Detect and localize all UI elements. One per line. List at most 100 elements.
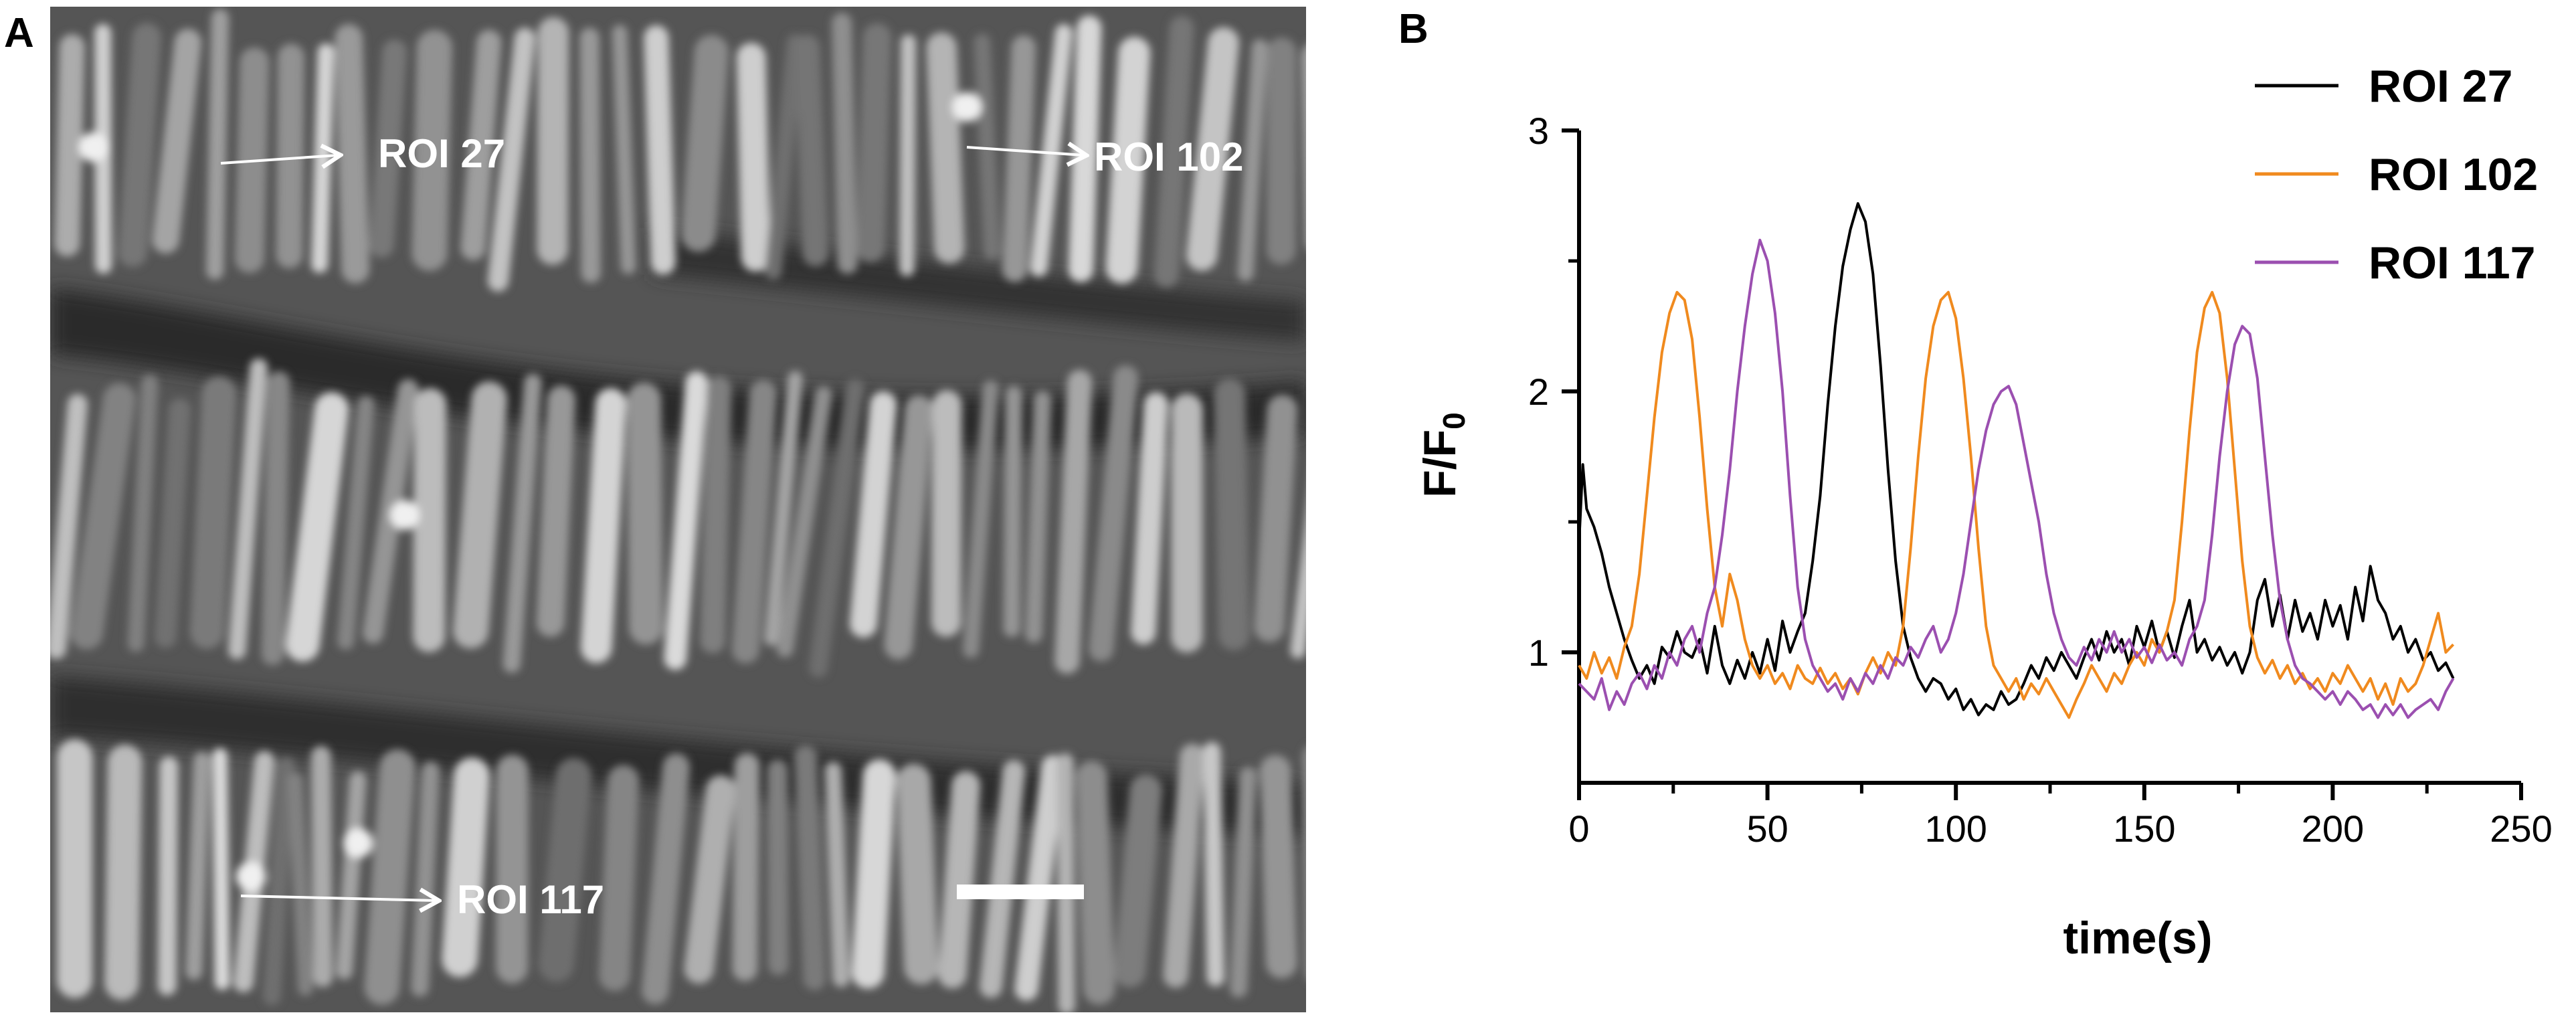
roi-117-label: ROI 117 <box>457 877 604 922</box>
cell-column <box>1237 39 1268 282</box>
cell-column <box>1254 394 1298 642</box>
cell-column <box>642 753 690 1005</box>
cell-column <box>263 757 296 1006</box>
cell-column <box>824 761 850 988</box>
cell-column <box>1056 753 1075 1012</box>
cell-column <box>700 375 732 654</box>
cell-column <box>1003 385 1022 638</box>
cell-column <box>502 373 542 673</box>
cell-column <box>1113 774 1162 988</box>
cell-column <box>644 25 676 275</box>
micrograph-image: ROI 27 ROI 102 ROI 117 <box>50 7 1306 1012</box>
roi-27-label: ROI 27 <box>378 131 505 176</box>
series-line-roi-27 <box>1578 202 2455 717</box>
cell-column <box>1024 390 1051 643</box>
cell-column <box>681 35 729 252</box>
cell-column <box>413 388 446 652</box>
cell-column <box>337 395 375 650</box>
cell-columns <box>50 9 1306 1012</box>
cell-column <box>580 388 627 664</box>
bright-spot <box>236 862 266 891</box>
cell-column <box>1131 391 1169 645</box>
cell-column <box>794 745 826 991</box>
x-axis-title: time(s) <box>2063 913 2213 963</box>
cell-column <box>189 377 236 649</box>
cell-column <box>1030 23 1073 277</box>
series-line-roi-117 <box>1578 238 2455 719</box>
cell-column <box>732 753 760 982</box>
cell-column <box>850 391 897 638</box>
cell-column <box>487 27 535 292</box>
cell-column <box>1214 378 1250 650</box>
cell-column <box>154 398 191 648</box>
cell-column <box>369 39 407 258</box>
cell-column <box>794 34 828 266</box>
cell-column <box>228 358 268 660</box>
x-tick-label: 100 <box>1924 808 1987 850</box>
cell-column <box>287 772 313 996</box>
cell-column <box>1075 761 1115 1005</box>
roi-27-arrow <box>220 155 338 163</box>
cell-column <box>261 371 290 666</box>
legend-label: ROI 27 <box>2369 61 2512 112</box>
cell-column <box>765 34 804 280</box>
bright-spot <box>952 92 982 122</box>
cell-column <box>776 385 832 658</box>
panel-label-a: A <box>4 10 34 56</box>
cell-column <box>732 379 777 664</box>
cell-column <box>1290 386 1306 659</box>
cell-column <box>54 34 85 257</box>
cell-column <box>276 43 304 268</box>
cell-column <box>1089 365 1138 662</box>
cell-column <box>899 34 916 276</box>
roi-117-arrow <box>240 896 436 901</box>
x-tick-label: 250 <box>2490 808 2552 850</box>
cell-column <box>70 383 136 650</box>
cell-column <box>974 33 1001 260</box>
cell-column <box>851 759 896 989</box>
cell-column <box>1186 27 1239 271</box>
cell-column <box>310 746 333 988</box>
legend-label: ROI 117 <box>2369 238 2536 288</box>
cell-column <box>1014 755 1065 1001</box>
chart-axes: 0 50 100 150 200 250 1 2 3 <box>1528 110 2553 850</box>
cell-column <box>411 761 440 997</box>
cell-column <box>104 745 143 1000</box>
cell-column <box>1002 35 1036 282</box>
cell-column <box>364 749 416 1005</box>
cell-column <box>1105 36 1151 284</box>
cell-column <box>212 748 230 990</box>
cell-column <box>937 771 981 989</box>
cell-column <box>1054 369 1093 674</box>
y-axis-title: F/F0 <box>1414 412 1471 498</box>
cell-column <box>411 29 452 271</box>
panel-label-b: B <box>1398 6 1429 52</box>
chart-series <box>1578 202 2455 719</box>
cell-column <box>50 393 88 659</box>
cell-column <box>335 23 370 284</box>
cell-column <box>1163 743 1205 988</box>
cell-column <box>1154 15 1194 288</box>
y-axis-title-main: F/F <box>1414 430 1465 498</box>
cell-column <box>452 381 507 649</box>
cell-column <box>206 9 229 280</box>
cell-column <box>684 775 736 984</box>
bright-spot <box>343 828 373 858</box>
cell-column <box>537 17 569 265</box>
cell-column <box>460 29 502 260</box>
cell-column <box>963 380 999 658</box>
cell-column <box>185 751 211 980</box>
cell-column <box>1230 766 1257 998</box>
x-tick-label: 0 <box>1568 808 1589 850</box>
cell-column <box>931 389 962 637</box>
cell-column <box>612 25 636 274</box>
cell-column <box>536 385 575 637</box>
cell-column <box>118 23 161 268</box>
bright-spot <box>390 500 420 530</box>
bright-spot <box>79 132 108 162</box>
y-axis-title-subscript: 0 <box>1437 412 1471 430</box>
cell-column <box>763 371 803 646</box>
cell-column <box>736 42 771 272</box>
cell-column <box>335 771 367 980</box>
